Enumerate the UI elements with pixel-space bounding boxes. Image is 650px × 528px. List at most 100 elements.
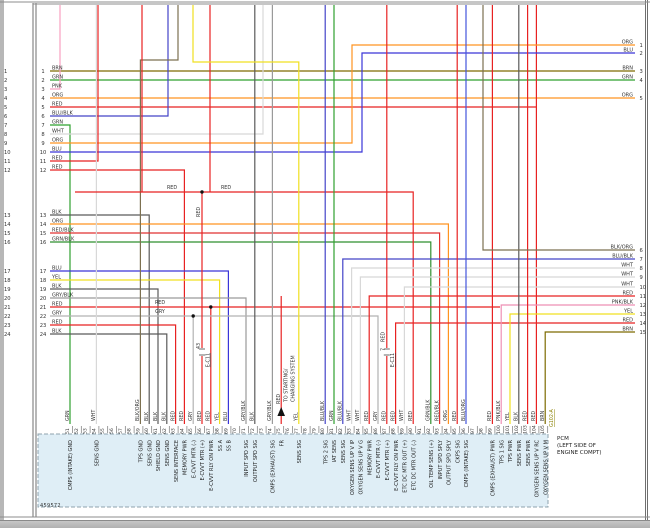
- connector-pin-label: SENS INTERFACE: [174, 440, 180, 482]
- wire-red: [75, 191, 414, 424]
- connector-pin-number: 85: [364, 428, 370, 434]
- left-pin-number: 5: [41, 105, 44, 111]
- left-pin-number: 11: [40, 159, 47, 165]
- note-label: RED: [381, 332, 387, 342]
- connector-pin-label: MEMORY PWR: [367, 439, 373, 474]
- connector-pin-number: 75: [276, 428, 282, 434]
- left-pin-number: 18: [40, 278, 47, 284]
- wire-blu_blk: [342, 258, 635, 424]
- connector-pin-number: 83: [347, 428, 353, 434]
- left-pin-number-outer: 8: [4, 132, 7, 138]
- pin-wire-color-label: RED: [531, 411, 537, 421]
- connector-pin-number: 91: [417, 428, 423, 434]
- wire-wht: [359, 276, 635, 424]
- connector-pin-number: 84: [355, 428, 361, 434]
- wire-red: [50, 169, 185, 424]
- pin-wire-color-label: WHT: [91, 410, 97, 421]
- connector-pin-number: 57: [118, 428, 124, 434]
- bottom-scrollbar[interactable]: [0, 520, 650, 528]
- pin-wire-color-label: RED: [382, 411, 388, 421]
- connector-pin-number: 52: [74, 428, 80, 434]
- left-pin-number-outer: 23: [4, 323, 11, 329]
- right-wire-color-label: RED: [623, 291, 634, 297]
- connector-pin-number: 54: [91, 428, 97, 434]
- connector-pin-number: 61: [153, 428, 159, 434]
- right-wire-color-label: ORG: [622, 93, 633, 99]
- left-pin-number-outer: 9: [4, 141, 7, 147]
- connector-pin-label: SENS SIG: [297, 440, 303, 463]
- left-pin-number: 8: [41, 132, 44, 138]
- left-pin-number: 24: [40, 332, 47, 338]
- left-wire-color-label: BLK: [52, 210, 62, 216]
- pcm-label-line1: PCM: [557, 436, 569, 442]
- note-label: RED: [155, 300, 165, 306]
- connector-pin-number: 58: [127, 428, 133, 434]
- connector-pin-label: ETC DC MTR OUT (+): [403, 440, 409, 493]
- pin-wire-color-label: RED/BLK: [434, 399, 440, 421]
- right-wire-color-label: ORG: [622, 40, 633, 46]
- wire-blk: [50, 288, 159, 424]
- connector-pin-label: SHIELD GND: [156, 440, 162, 471]
- connector-pin-label: E-CVVT MTR (+): [200, 440, 206, 481]
- right-wire-color-label: GRN: [622, 75, 633, 81]
- note-label: 43: [196, 343, 202, 349]
- right-wire-color-label: WHT: [621, 272, 634, 278]
- left-pin-number-outer: 17: [4, 269, 11, 275]
- note-label: 7: [381, 348, 387, 351]
- left-pin-number: 16: [40, 240, 47, 246]
- left-pin-number: 7: [41, 123, 44, 129]
- pin-wire-color-label: RED: [170, 411, 176, 421]
- left-wire-color-label: PNK: [52, 84, 63, 90]
- junction-dot: [191, 314, 195, 318]
- pin-wire-color-label: RED: [522, 411, 528, 421]
- wire-blu: [50, 52, 635, 153]
- connector-pin-label: INPUT SPD SIG: [244, 440, 250, 477]
- wire-pnk: [50, 5, 61, 90]
- pin-wire-color-label: GRY/BLK: [241, 400, 247, 421]
- wire-blu_blk: [50, 5, 169, 117]
- connector-pin-number: 97: [470, 428, 476, 434]
- left-pin-number-outer: 24: [4, 332, 11, 338]
- right-wire-color-label: BLU/BLK: [612, 254, 634, 260]
- right-pin-number: 11: [640, 294, 647, 300]
- note-label: E-C11: [390, 353, 396, 367]
- note-label: G102-A: [549, 409, 555, 427]
- pin-wire-color-label: BLK: [162, 411, 168, 421]
- left-pin-number-outer: 22: [4, 314, 11, 320]
- connector-pin-label: OXYGEN SENS UP V G: [359, 440, 365, 495]
- left-wire-color-label: GRN: [52, 120, 63, 126]
- wire-break: [384, 348, 390, 356]
- connector-pin-label: FR: [279, 439, 285, 446]
- left-pin-number-outer: 11: [4, 159, 11, 165]
- connector-pin-number: 65: [188, 428, 194, 434]
- right-wire-color-label: RED: [623, 318, 634, 324]
- connector-pin-number: 78: [303, 428, 309, 434]
- junction-dot: [200, 190, 204, 194]
- connector-pin-number: 72: [250, 428, 256, 434]
- right-wire-color-label: PNK/BLK: [612, 300, 634, 306]
- connector-pin-label: MEMORY PWR: [183, 439, 189, 474]
- connector-pin-number: 105: [540, 425, 546, 434]
- note-label: TO STARTING/: [284, 368, 290, 403]
- note-label: RED: [221, 185, 231, 191]
- connector-pin-label: OUTPUT SPD SPLY: [447, 439, 453, 485]
- wire-org: [50, 223, 449, 424]
- connector-pin-number: 104: [531, 425, 537, 434]
- pin-wire-color-label: RED: [179, 411, 185, 421]
- connector-pin-label: OXYGEN SENS UP V RC: [535, 440, 541, 498]
- connector-pin-label: TPS GND: [139, 440, 145, 463]
- right-wire-color-label: BRN: [622, 66, 633, 72]
- left-pin-number: 19: [40, 287, 47, 293]
- right-wire-color-label: BLU: [623, 48, 633, 54]
- connector-pin-number: 81: [329, 428, 335, 434]
- left-pin-number-outer: 10: [4, 150, 11, 156]
- pin-wire-color-label: GRY: [373, 411, 379, 421]
- connector-pin-number: 101: [505, 425, 511, 434]
- wire-wht: [50, 5, 264, 135]
- left-wire-color-label: BRN: [52, 66, 63, 72]
- connector-pin-label: CMPS (EXHAUST) SIG: [271, 440, 277, 493]
- connector-pin-number: 71: [241, 428, 247, 434]
- wire-wht: [351, 267, 635, 424]
- pcm-label-line3: ENGINE COMPT): [557, 450, 602, 456]
- connector-pin-label: E-CVVT MTR (-): [376, 440, 382, 478]
